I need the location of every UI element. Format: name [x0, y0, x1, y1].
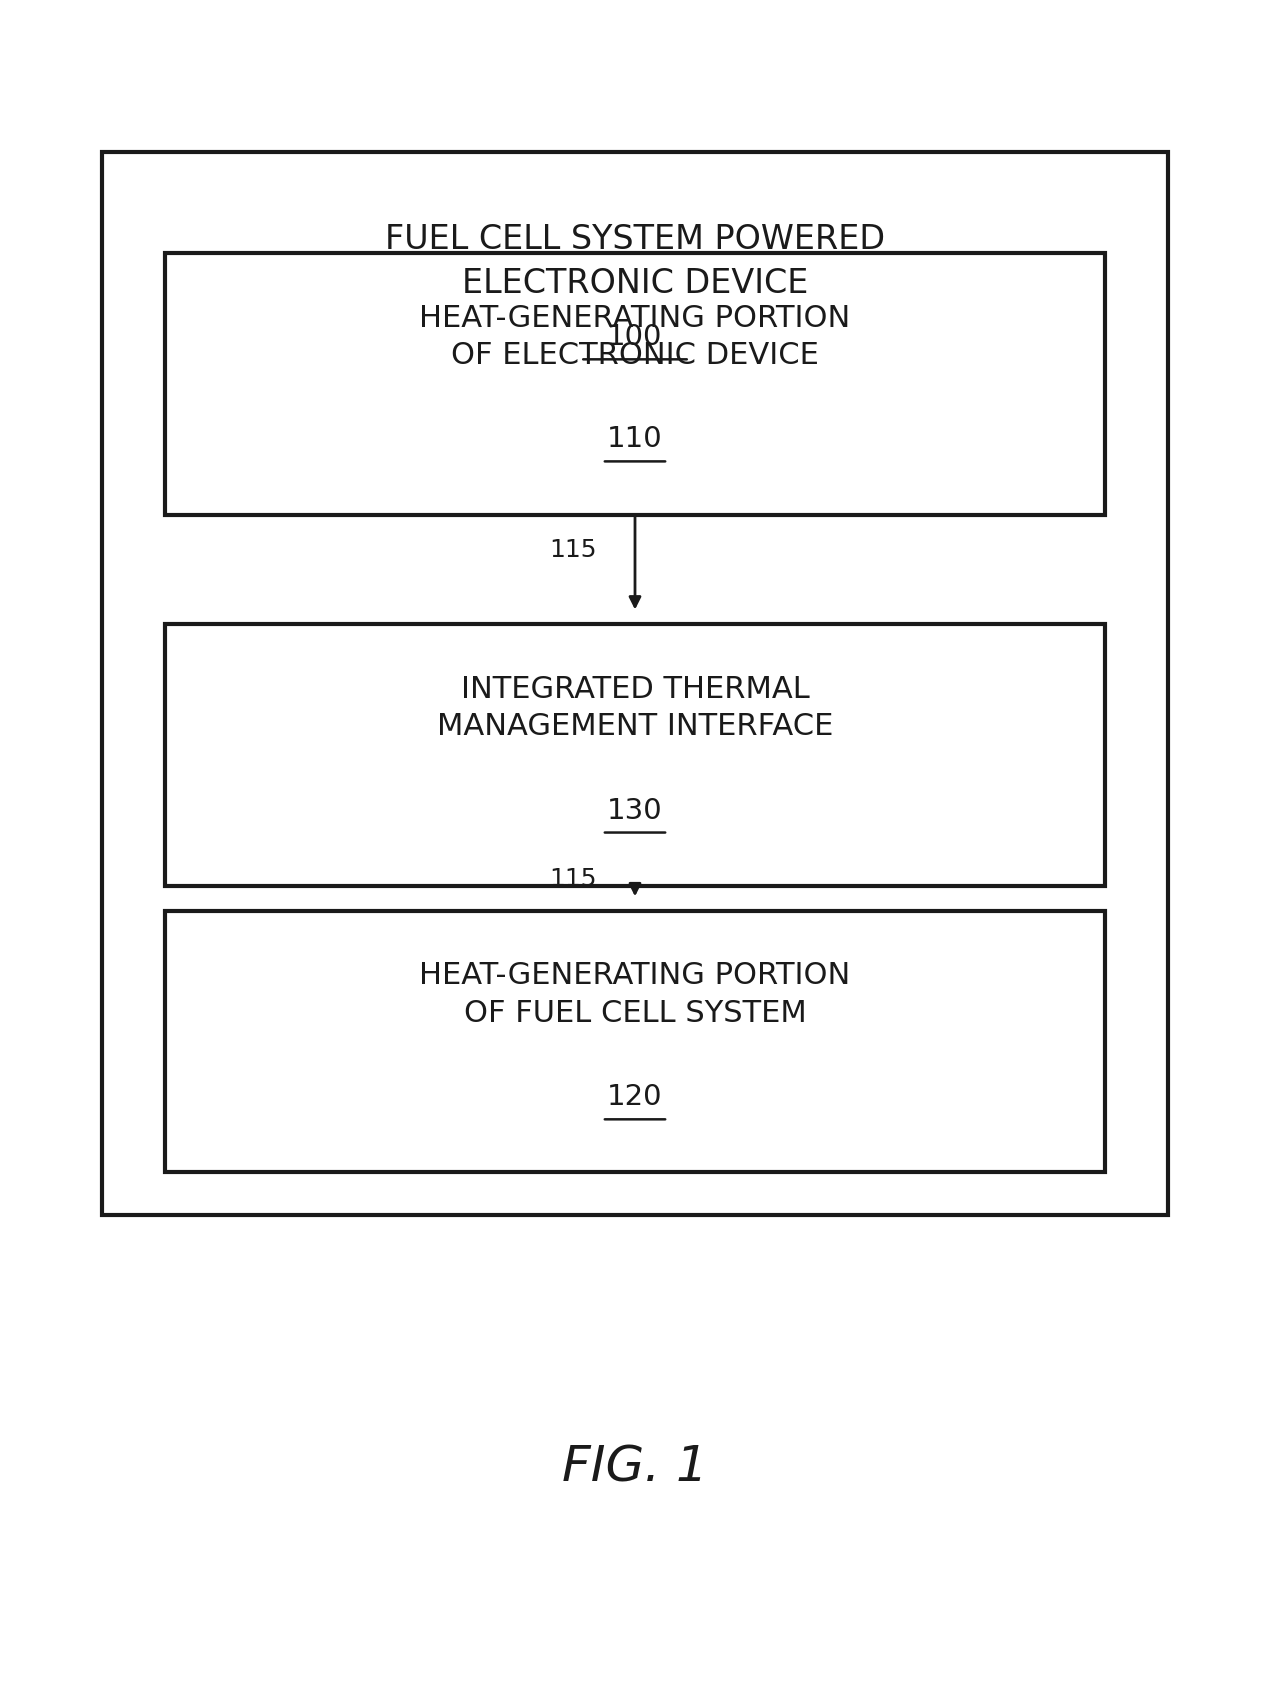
- Text: 130: 130: [607, 796, 663, 825]
- Text: HEAT-GENERATING PORTION
OF ELECTRONIC DEVICE: HEAT-GENERATING PORTION OF ELECTRONIC DE…: [419, 304, 851, 369]
- Text: FIG. 1: FIG. 1: [563, 1444, 707, 1491]
- Text: 115: 115: [550, 867, 597, 891]
- Text: INTEGRATED THERMAL
MANAGEMENT INTERFACE: INTEGRATED THERMAL MANAGEMENT INTERFACE: [437, 675, 833, 741]
- Text: 110: 110: [607, 425, 663, 454]
- Text: FUEL CELL SYSTEM POWERED
ELECTRONIC DEVICE: FUEL CELL SYSTEM POWERED ELECTRONIC DEVI…: [385, 223, 885, 300]
- Bar: [165, 253, 1105, 515]
- Text: 100: 100: [607, 324, 663, 351]
- Bar: [165, 624, 1105, 886]
- Text: 115: 115: [550, 538, 597, 562]
- Bar: [165, 911, 1105, 1172]
- Text: 120: 120: [607, 1083, 663, 1112]
- Bar: [102, 152, 1168, 1215]
- Text: HEAT-GENERATING PORTION
OF FUEL CELL SYSTEM: HEAT-GENERATING PORTION OF FUEL CELL SYS…: [419, 962, 851, 1027]
